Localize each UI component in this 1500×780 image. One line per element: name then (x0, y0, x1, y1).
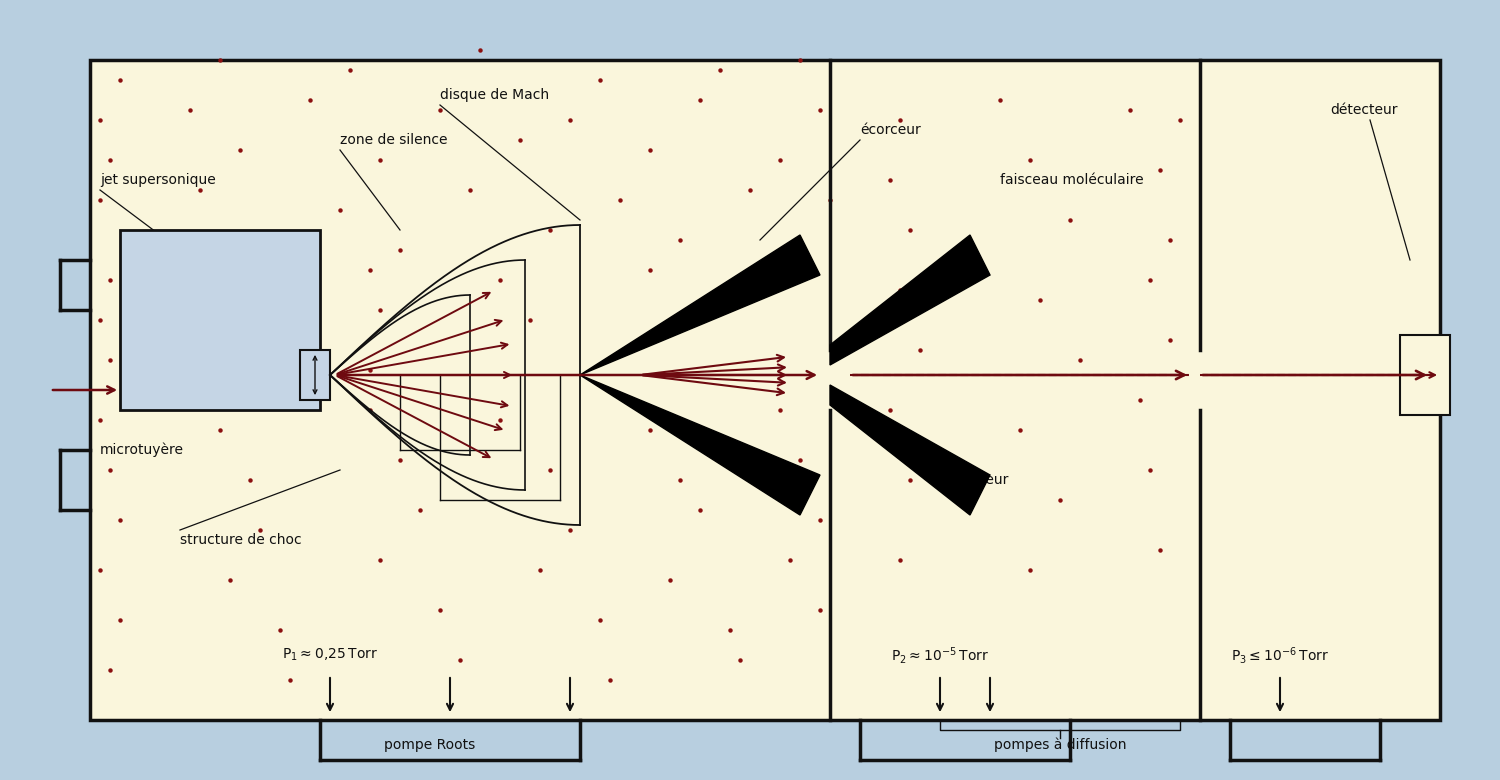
Bar (300, 350, 330, 400)
Text: pompe Roots: pompe Roots (384, 738, 476, 752)
Polygon shape (830, 385, 990, 515)
Text: jet supersonique: jet supersonique (100, 173, 216, 187)
Text: $\rightarrow$: $\rightarrow$ (150, 334, 165, 346)
Text: faisceau moléculaire: faisceau moléculaire (1000, 173, 1143, 187)
Polygon shape (830, 235, 990, 365)
Bar (90, 60, 1440, 720)
Polygon shape (580, 375, 820, 515)
Text: T$_0$: T$_0$ (170, 332, 189, 349)
Text: disque de Mach: disque de Mach (440, 88, 549, 102)
Text: pompes à diffusion: pompes à diffusion (993, 738, 1126, 752)
Text: P$_2$ ≈ 10$^{-5}$ Torr: P$_2$ ≈ 10$^{-5}$ Torr (891, 644, 989, 665)
Text: P$_0$: P$_0$ (150, 281, 170, 299)
Text: structure de choc: structure de choc (180, 533, 302, 547)
Text: D*: D* (304, 312, 322, 325)
Text: P$_3$ ≤ 10$^{-6}$ Torr: P$_3$ ≤ 10$^{-6}$ Torr (1232, 644, 1329, 665)
Text: P$_1$ ≈ 0,25 Torr: P$_1$ ≈ 0,25 Torr (282, 647, 378, 663)
Text: zone de silence: zone de silence (340, 133, 447, 147)
Bar (120, 230, 320, 410)
Text: collimateur: collimateur (930, 473, 1008, 487)
Text: détecteur: détecteur (1330, 103, 1398, 117)
Polygon shape (580, 235, 820, 375)
Text: microtuyère: microtuyère (100, 443, 184, 457)
Text: écorceur: écorceur (859, 123, 921, 137)
Bar (1400, 335, 1450, 415)
